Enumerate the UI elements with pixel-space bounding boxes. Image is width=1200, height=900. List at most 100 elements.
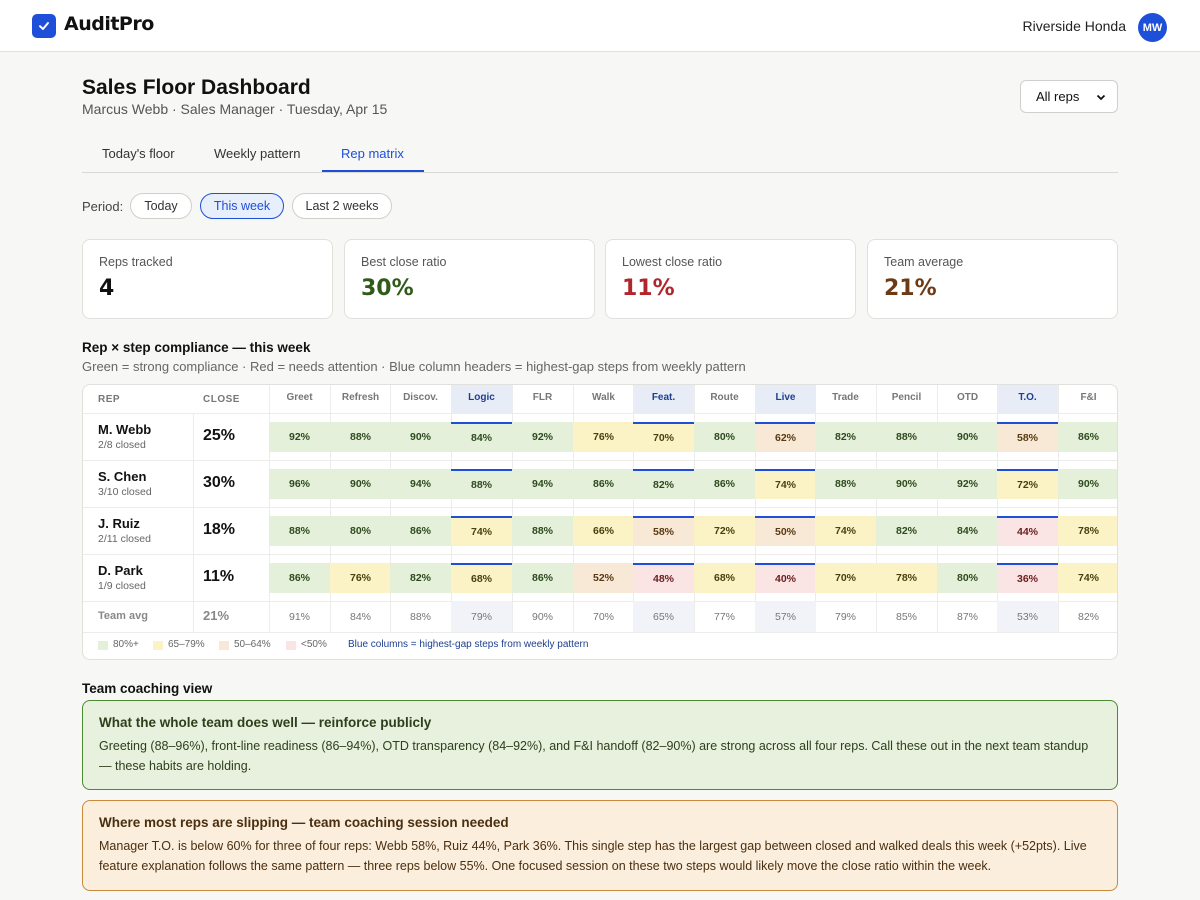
row-divider xyxy=(83,413,1117,414)
period-label: Period: xyxy=(82,199,124,214)
team-avg-cell: 91% xyxy=(288,610,310,623)
column-divider xyxy=(755,385,756,632)
compliance-cell: 80% xyxy=(937,563,998,593)
compliance-cell: 68% xyxy=(451,563,512,593)
legend-label: 65–79% xyxy=(168,639,205,650)
compliance-cell: 90% xyxy=(390,422,451,452)
compliance-cell: 80% xyxy=(694,422,755,452)
rep-filter-select[interactable]: All reps xyxy=(1020,80,1118,113)
team-avg-cell: 79% xyxy=(451,601,512,632)
rep-step-matrix: REP CLOSE Greet Refresh Discov. Logic FLR Wal… xyxy=(82,384,1118,660)
compliance-cell: 80% xyxy=(330,516,391,546)
compliance-cell: 72% xyxy=(997,469,1058,499)
row-divider xyxy=(83,554,1117,555)
tab-weekly-pattern[interactable]: Weekly pattern xyxy=(214,146,301,161)
team-avg-cell: 65% xyxy=(633,601,694,632)
rep-close-ratio: 18% xyxy=(203,521,236,538)
team-avg-cell: 84% xyxy=(349,610,371,623)
step-header: Live xyxy=(755,385,816,413)
legend-label: 50–64% xyxy=(234,639,271,650)
period-last-2-weeks-button[interactable]: Last 2 weeks xyxy=(292,193,392,219)
rep-closed-count: 1/9 closed xyxy=(98,580,146,592)
team-avg-label: Team avg xyxy=(98,610,148,622)
compliance-cell: 58% xyxy=(633,516,694,546)
step-header: Route xyxy=(710,392,739,403)
compliance-cell: 84% xyxy=(937,516,998,546)
top-bar: AuditPro Riverside Honda MW xyxy=(0,0,1200,52)
column-divider xyxy=(876,385,877,632)
gaps-callout: Where most reps are slipping — team coac… xyxy=(82,800,1118,891)
tab-rep-matrix[interactable]: Rep matrix xyxy=(341,146,404,161)
compliance-cell: 66% xyxy=(573,516,634,546)
compliance-cell: 94% xyxy=(512,469,573,499)
column-divider xyxy=(633,385,634,632)
stat-label: Lowest close ratio xyxy=(622,255,723,269)
compliance-cell: 94% xyxy=(390,469,451,499)
rep-name: S. Chen xyxy=(98,469,147,484)
step-header: OTD xyxy=(956,392,979,403)
team-avg-cell: 79% xyxy=(834,610,856,623)
compliance-cell: 48% xyxy=(633,563,694,593)
compliance-cell: 74% xyxy=(815,516,876,546)
compliance-cell: 86% xyxy=(512,563,573,593)
compliance-cell: 88% xyxy=(876,422,937,452)
compliance-cell: 58% xyxy=(997,422,1058,452)
compliance-cell: 52% xyxy=(573,563,634,593)
compliance-cell: 90% xyxy=(1058,469,1117,499)
compliance-cell: 44% xyxy=(997,516,1058,546)
rep-closed-count: 3/10 closed xyxy=(98,486,152,498)
compliance-cell: 90% xyxy=(937,422,998,452)
rep-filter-value: All reps xyxy=(1036,89,1080,104)
compliance-cell: 86% xyxy=(694,469,755,499)
legend-note: Blue columns = highest-gap steps from we… xyxy=(348,639,589,650)
legend-label: <50% xyxy=(301,639,327,650)
compliance-cell: 96% xyxy=(269,469,330,499)
legend-swatch xyxy=(153,641,163,650)
step-header: FLR xyxy=(532,392,553,403)
strengths-body: Greeting (88–96%), front-line readiness … xyxy=(99,739,1089,773)
team-avg-cell: 87% xyxy=(956,610,978,623)
column-divider xyxy=(330,385,331,632)
chevron-down-icon xyxy=(1096,94,1106,101)
compliance-cell: 36% xyxy=(997,563,1058,593)
rep-closed-count: 2/11 closed xyxy=(98,533,151,545)
tab-todays-floor[interactable]: Today's floor xyxy=(102,146,175,161)
rep-name: D. Park xyxy=(98,563,143,578)
rep-closed-count: 2/8 closed xyxy=(98,439,146,451)
row-divider xyxy=(83,632,1117,633)
column-divider xyxy=(193,413,194,632)
step-header: Walk xyxy=(592,392,615,403)
row-divider xyxy=(83,460,1117,461)
step-header: Greet xyxy=(286,392,313,403)
column-divider xyxy=(997,385,998,632)
step-header: Trade xyxy=(832,392,859,403)
team-avg-cell: 53% xyxy=(997,601,1058,632)
column-divider xyxy=(512,385,513,632)
team-avg-cell: 82% xyxy=(1077,610,1099,623)
step-header: F&I xyxy=(1080,392,1097,403)
stat-card-lowest-close: Lowest close ratio 11% xyxy=(605,239,856,319)
period-this-week-button[interactable]: This week xyxy=(200,193,284,219)
logo[interactable] xyxy=(32,14,56,38)
compliance-cell: 86% xyxy=(573,469,634,499)
column-divider xyxy=(815,385,816,632)
compliance-cell: 70% xyxy=(633,422,694,452)
compliance-cell: 74% xyxy=(451,516,512,546)
column-divider xyxy=(937,385,938,632)
stat-value: 21% xyxy=(884,276,937,301)
compliance-cell: 92% xyxy=(937,469,998,499)
column-divider xyxy=(694,385,695,632)
matrix-title: Rep × step compliance — this week xyxy=(82,340,311,355)
stat-card-reps-tracked: Reps tracked 4 xyxy=(82,239,333,319)
compliance-cell: 88% xyxy=(451,469,512,499)
rep-close-ratio: 25% xyxy=(203,427,236,444)
column-divider xyxy=(573,385,574,632)
strengths-callout: What the whole team does well — reinforc… xyxy=(82,700,1118,790)
compliance-cell: 86% xyxy=(390,516,451,546)
step-header: Discov. xyxy=(403,392,438,403)
period-today-button[interactable]: Today xyxy=(130,193,192,219)
rep-close-ratio: 11% xyxy=(203,568,235,585)
avatar[interactable]: MW xyxy=(1138,13,1167,42)
compliance-cell: 90% xyxy=(876,469,937,499)
compliance-cell: 78% xyxy=(1058,516,1117,546)
